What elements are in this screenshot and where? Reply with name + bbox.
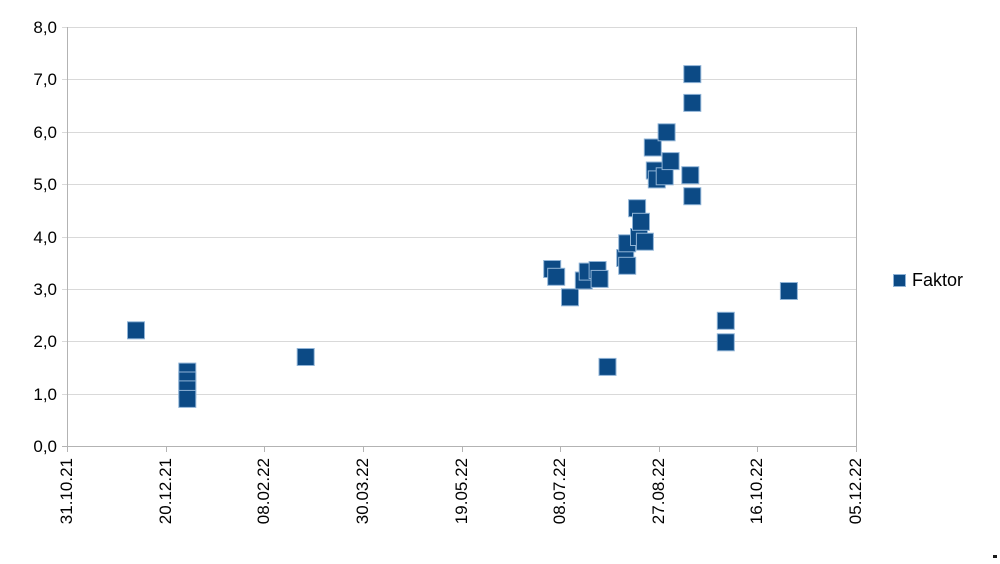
data-point[interactable] <box>561 288 579 307</box>
data-point[interactable] <box>178 389 197 408</box>
data-point[interactable] <box>681 166 700 185</box>
data-point[interactable] <box>716 311 735 330</box>
y-axis-label: 8,0 <box>33 18 57 37</box>
y-axis-label: 4,0 <box>33 227 57 247</box>
data-point[interactable] <box>716 333 735 352</box>
x-axis-label: 19.05.22 <box>451 458 471 525</box>
x-axis-label: 08.02.22 <box>254 458 274 525</box>
y-axis-label: 3,0 <box>33 279 57 299</box>
legend[interactable]: Faktor <box>893 271 963 289</box>
screenshot-artifact-dot <box>993 555 997 558</box>
x-axis-label: 27.08.22 <box>648 458 668 525</box>
y-axis-label: 5,0 <box>33 175 57 195</box>
data-point[interactable] <box>127 321 145 340</box>
data-point[interactable] <box>598 357 617 376</box>
data-point[interactable] <box>635 232 654 251</box>
data-point[interactable] <box>643 138 662 157</box>
x-axis-label: 08.07.22 <box>550 458 570 525</box>
y-axis-label: 6,0 <box>33 122 57 142</box>
x-axis-label: 16.10.22 <box>747 458 767 525</box>
y-axis-label: 7,0 <box>33 70 57 90</box>
data-point[interactable] <box>683 93 702 112</box>
y-axis-label: 0,0 <box>33 437 57 456</box>
data-point[interactable] <box>657 123 676 142</box>
data-point[interactable] <box>590 269 609 288</box>
data-point[interactable] <box>618 256 637 275</box>
x-axis-label: 20.12.21 <box>155 458 175 525</box>
y-axis-label: 2,0 <box>33 332 57 352</box>
data-point[interactable] <box>632 212 650 231</box>
legend-series-label: Faktor <box>912 270 964 290</box>
x-axis-label: 30.03.22 <box>352 458 372 525</box>
x-axis-label: 31.10.21 <box>57 458 76 525</box>
data-point[interactable] <box>661 152 680 171</box>
data-point[interactable] <box>683 65 702 84</box>
data-point[interactable] <box>655 167 674 186</box>
legend-series-marker-icon <box>893 273 906 287</box>
data-point[interactable] <box>683 187 702 206</box>
data-point[interactable] <box>547 267 566 286</box>
x-axis-label: 05.12.22 <box>846 458 865 525</box>
data-point[interactable] <box>779 282 798 300</box>
y-axis-label: 1,0 <box>33 384 57 404</box>
data-point[interactable] <box>296 348 315 366</box>
